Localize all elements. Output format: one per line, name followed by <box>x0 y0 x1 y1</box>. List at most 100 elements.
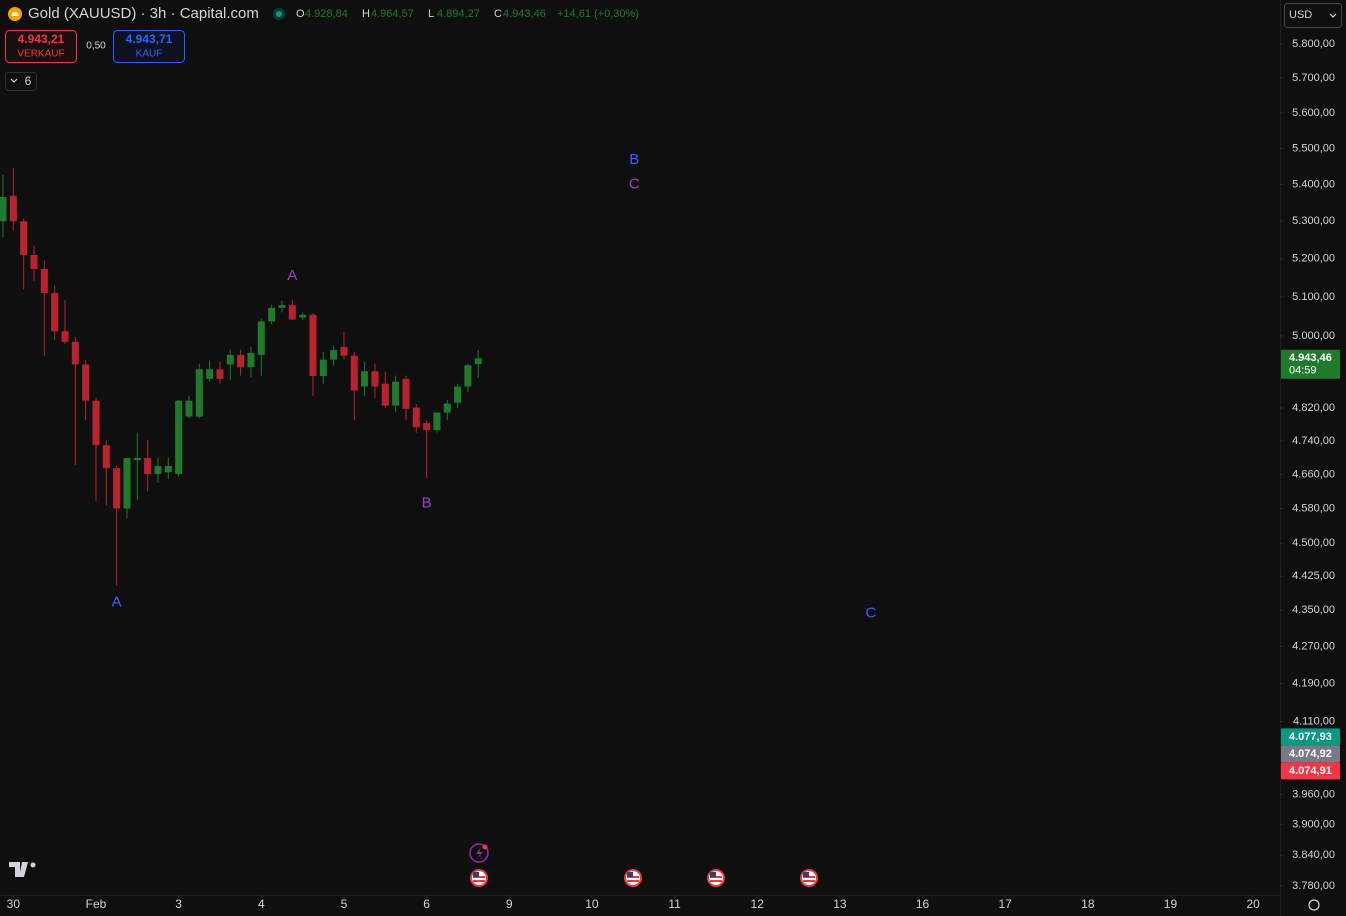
tv-logo[interactable] <box>9 862 28 877</box>
currency-select[interactable] <box>1284 3 1342 28</box>
y-tick-label: 3.900,00 <box>1292 819 1335 831</box>
candle-body <box>319 359 327 377</box>
candle-body <box>30 254 38 269</box>
y-tick-label: 4.190,00 <box>1292 677 1335 689</box>
candle-body <box>9 195 17 222</box>
x-tick-label: 4 <box>258 897 265 911</box>
candle-body <box>20 221 28 255</box>
y-tick-label: 4.740,00 <box>1292 435 1335 447</box>
candle-body <box>92 400 100 446</box>
x-tick-label: 9 <box>506 897 513 911</box>
candle-body <box>175 400 183 475</box>
candle-body <box>381 383 389 406</box>
sell-price: 4.943,21 <box>18 32 65 46</box>
price-label: 4.077,93 <box>1289 731 1332 743</box>
x-tick-label: 5 <box>341 897 348 911</box>
candle-body <box>0 196 7 222</box>
y-tick-label: 4.580,00 <box>1292 502 1335 514</box>
price-label-box <box>1281 728 1340 746</box>
y-tick-label: 5.800,00 <box>1292 38 1335 50</box>
y-tick-label: 3.840,00 <box>1292 849 1335 861</box>
buy-label: KAUF <box>136 49 163 60</box>
x-tick-label: 10 <box>585 897 599 911</box>
candle-body <box>350 355 358 391</box>
candle-body <box>433 412 441 431</box>
y-tick-label: 5.500,00 <box>1292 142 1335 154</box>
y-tick-label: 4.820,00 <box>1292 402 1335 414</box>
candle-body <box>113 468 121 509</box>
ohlc-value: 4.894,27 <box>437 8 480 20</box>
x-tick-label: 19 <box>1164 897 1178 911</box>
wave-label: B <box>422 495 432 512</box>
candle-body <box>226 354 234 365</box>
candle-body <box>247 352 255 368</box>
y-tick-label: 4.350,00 <box>1292 604 1335 616</box>
price-label: 4.074,92 <box>1289 748 1332 760</box>
market-status-dot <box>276 11 282 17</box>
x-tick-label: 11 <box>668 897 681 911</box>
candle-body <box>123 458 131 509</box>
wave-label: A <box>287 267 297 284</box>
x-tick-label: 18 <box>1081 897 1095 911</box>
tv-logo-dot <box>30 862 36 868</box>
candle-body <box>164 466 172 473</box>
lightning-icon <box>476 847 483 859</box>
y-tick-label: 4.500,00 <box>1292 537 1335 549</box>
y-tick-label: 5.200,00 <box>1292 253 1335 265</box>
currency: USD <box>1289 9 1312 21</box>
candle-body <box>206 369 214 379</box>
x-tick-label: 3 <box>175 897 182 911</box>
x-tick-label: 30 <box>7 897 21 911</box>
y-tick-label: 5.400,00 <box>1292 178 1335 190</box>
candle-body <box>71 341 79 365</box>
event-badge <box>482 844 488 850</box>
candle-body <box>195 369 203 417</box>
candle-body <box>299 314 307 318</box>
candle-body <box>51 293 59 332</box>
price-label-box <box>1281 745 1340 763</box>
chevron-icon <box>1329 13 1337 18</box>
candle-body <box>102 445 110 469</box>
indicators-toggle[interactable] <box>5 72 37 91</box>
candle-body <box>392 381 400 406</box>
price-label-box <box>1281 762 1340 780</box>
sell-button[interactable] <box>5 30 77 63</box>
y-tick-label: 4.110,00 <box>1293 715 1335 727</box>
candle-body <box>474 358 482 365</box>
candle-body <box>454 386 462 403</box>
candle-body <box>82 364 90 401</box>
price-label: 4.074,91 <box>1289 765 1332 777</box>
x-tick-label: Feb <box>86 897 107 911</box>
candle-body <box>443 403 451 413</box>
x-tick-label: 20 <box>1246 897 1260 911</box>
y-tick-label: 5.000,00 <box>1292 330 1335 342</box>
wave-label: C <box>629 175 640 192</box>
candle-body <box>268 307 276 322</box>
candle-body <box>412 407 420 428</box>
price-label-box <box>1281 349 1340 379</box>
ohlc-value: 4.928,84 <box>305 8 348 20</box>
x-tick-label: 13 <box>833 897 847 911</box>
economic-events <box>470 869 818 887</box>
symbol-title[interactable]: Gold (XAUUSD) · 3h · Capital.com <box>28 5 259 22</box>
price-label: 4.943,46 <box>1289 352 1332 364</box>
ohlc-legend: O 4.928,84 H 4.964,57 L 4.894,27 C 4.943,46 <box>296 8 546 20</box>
y-tick-label: 5.100,00 <box>1292 291 1335 303</box>
us-flag-event[interactable] <box>707 869 725 887</box>
wave-label: B <box>629 151 639 168</box>
x-tick-label: 12 <box>751 897 765 911</box>
us-flag-event[interactable] <box>800 869 818 887</box>
y-tick-label: 4.425,00 <box>1292 570 1335 582</box>
candle-body <box>309 314 317 377</box>
us-flag-event[interactable] <box>624 869 642 887</box>
settings-icon[interactable] <box>1308 899 1320 911</box>
candle-body <box>61 331 69 342</box>
candle-body <box>464 365 472 387</box>
y-tick-label: 4.660,00 <box>1292 468 1335 480</box>
buy-button[interactable] <box>113 30 185 63</box>
us-flag-event[interactable] <box>470 869 488 887</box>
buy-price: 4.943,71 <box>126 32 173 46</box>
candle-body <box>257 321 265 355</box>
